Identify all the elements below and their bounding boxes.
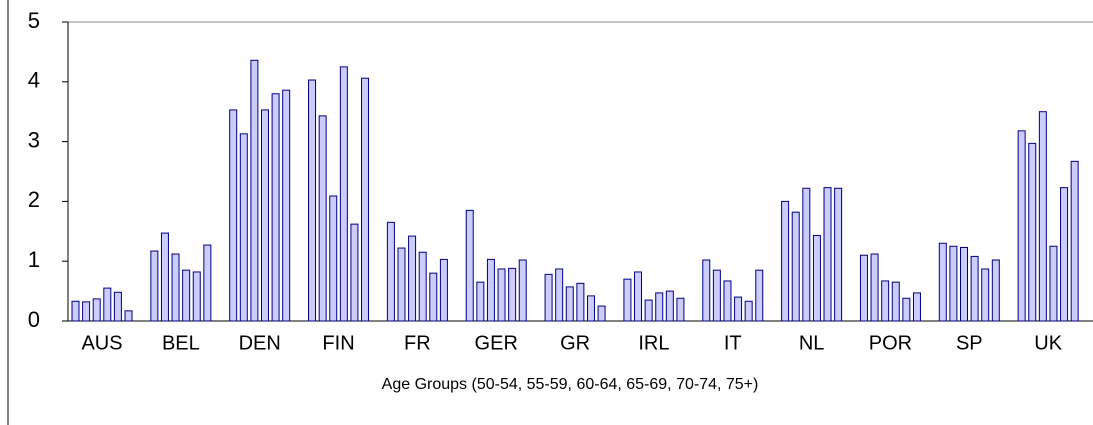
bar bbox=[634, 271, 643, 322]
bar bbox=[350, 223, 359, 322]
y-tick-label: 2 bbox=[28, 187, 40, 212]
y-tick-label: 1 bbox=[28, 247, 40, 272]
x-tick-label: IT bbox=[724, 332, 742, 354]
bar bbox=[508, 267, 517, 322]
bar bbox=[260, 109, 269, 322]
y-tick-label: 4 bbox=[28, 68, 40, 93]
bar bbox=[497, 268, 506, 322]
y-tick-label: 5 bbox=[28, 8, 40, 33]
bar bbox=[239, 133, 248, 322]
bar bbox=[82, 301, 91, 322]
bar bbox=[1028, 142, 1037, 322]
x-tick-label: GER bbox=[475, 332, 518, 354]
bar bbox=[891, 281, 900, 322]
bar bbox=[881, 280, 890, 322]
bar bbox=[802, 187, 811, 322]
bar bbox=[124, 310, 133, 322]
bar bbox=[1049, 245, 1058, 322]
bar bbox=[271, 93, 280, 322]
bar bbox=[465, 209, 474, 322]
x-tick-label: NL bbox=[799, 332, 825, 354]
bar bbox=[150, 250, 159, 322]
bar bbox=[408, 235, 417, 322]
bar bbox=[902, 297, 911, 322]
bar bbox=[912, 292, 921, 322]
bar bbox=[361, 77, 370, 322]
bar bbox=[834, 187, 843, 322]
bar bbox=[386, 221, 395, 322]
bar bbox=[182, 269, 191, 322]
x-tick-label: FIN bbox=[322, 332, 354, 354]
bar bbox=[329, 195, 338, 322]
bar bbox=[229, 109, 238, 322]
x-tick-label: DEN bbox=[239, 332, 281, 354]
bar bbox=[960, 246, 969, 322]
bar bbox=[1070, 160, 1079, 322]
x-tick-label: POR bbox=[869, 332, 912, 354]
bar bbox=[429, 272, 438, 322]
bar bbox=[812, 234, 821, 322]
bar bbox=[92, 298, 101, 322]
bar bbox=[318, 115, 327, 322]
x-axis-title: Age Groups (50-54, 55-59, 60-64, 65-69, … bbox=[382, 376, 759, 393]
x-tick-label: SP bbox=[956, 332, 983, 354]
bar bbox=[308, 79, 317, 322]
bar bbox=[397, 247, 406, 322]
bar bbox=[518, 259, 527, 322]
bar bbox=[702, 259, 711, 322]
bar bbox=[791, 211, 800, 322]
bar bbox=[171, 253, 180, 322]
bar bbox=[755, 269, 764, 322]
bar bbox=[192, 271, 201, 322]
bar bbox=[1060, 187, 1069, 322]
bar bbox=[486, 258, 495, 322]
bar bbox=[282, 89, 291, 322]
bar bbox=[623, 278, 632, 322]
bar bbox=[71, 300, 80, 322]
bar bbox=[781, 200, 790, 322]
x-tick-label: AUS bbox=[81, 332, 122, 354]
bar bbox=[250, 59, 259, 322]
y-tick-label: 3 bbox=[28, 127, 40, 152]
bar bbox=[113, 291, 122, 322]
bar bbox=[1017, 130, 1026, 322]
bar bbox=[938, 242, 947, 322]
bar bbox=[981, 268, 990, 322]
bar bbox=[665, 290, 674, 322]
bar bbox=[644, 299, 653, 322]
bar bbox=[991, 259, 1000, 322]
x-tick-label: UK bbox=[1034, 332, 1062, 354]
bar bbox=[597, 305, 606, 322]
bar bbox=[970, 255, 979, 322]
bar bbox=[476, 281, 485, 322]
x-tick-label: BEL bbox=[162, 332, 200, 354]
bar bbox=[859, 254, 868, 322]
bar bbox=[555, 268, 564, 322]
x-tick-label: GR bbox=[560, 332, 590, 354]
bar bbox=[655, 292, 664, 322]
bar bbox=[576, 282, 585, 322]
bar bbox=[1038, 111, 1047, 322]
y-tick-label: 0 bbox=[28, 307, 40, 332]
bar bbox=[712, 269, 721, 322]
x-tick-label: FR bbox=[404, 332, 431, 354]
bar bbox=[439, 258, 448, 322]
bar bbox=[870, 253, 879, 322]
bar bbox=[744, 300, 753, 322]
bar bbox=[160, 232, 169, 322]
bar bbox=[339, 66, 348, 322]
bar bbox=[544, 273, 553, 322]
bar bbox=[734, 296, 743, 322]
x-tick-label: IRL bbox=[638, 332, 669, 354]
bar bbox=[676, 297, 685, 322]
bar bbox=[586, 295, 595, 322]
bar bbox=[565, 286, 574, 322]
bar bbox=[418, 251, 427, 322]
bar bbox=[723, 280, 732, 322]
bar bbox=[203, 244, 212, 322]
bar bbox=[949, 245, 958, 322]
bar bbox=[823, 187, 832, 322]
bar bbox=[103, 287, 112, 322]
